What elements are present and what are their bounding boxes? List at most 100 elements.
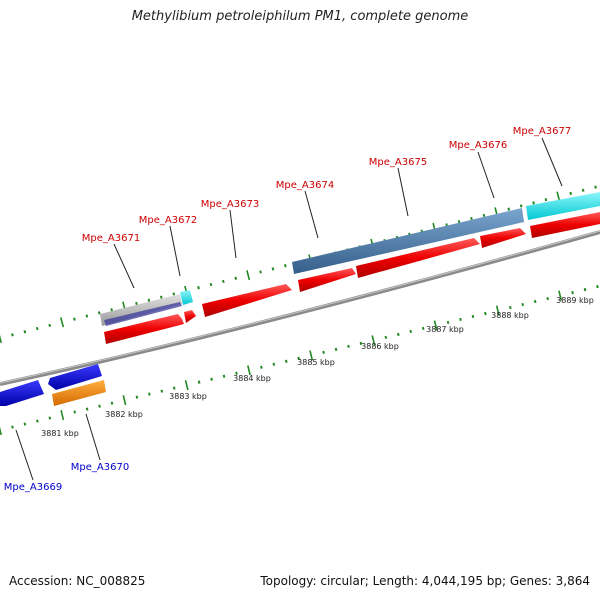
minor-tick xyxy=(23,330,27,334)
minor-tick xyxy=(97,311,101,315)
minor-tick xyxy=(334,347,338,351)
gene-label[interactable]: Mpe_A3677 xyxy=(513,126,571,137)
minor-tick xyxy=(596,285,599,289)
minor-tick xyxy=(594,185,597,189)
minor-tick xyxy=(272,362,276,366)
minor-tick xyxy=(544,198,548,202)
minor-tick xyxy=(359,341,363,345)
gene-feature-cyan[interactable] xyxy=(180,290,193,305)
minor-tick xyxy=(35,326,39,331)
major-tick xyxy=(371,335,376,346)
gene-block-orange[interactable] xyxy=(52,380,106,406)
leader-lines xyxy=(15,137,563,481)
minor-tick xyxy=(409,329,413,334)
gene-feature-navy[interactable] xyxy=(104,302,182,326)
minor-tick xyxy=(271,267,275,271)
minor-tick xyxy=(322,350,325,354)
gene-feature-steelblue[interactable] xyxy=(292,208,524,274)
kbp-label: 3886 kbp xyxy=(361,342,399,351)
minor-tick xyxy=(581,188,585,192)
minor-tick xyxy=(519,204,523,208)
minor-tick xyxy=(471,314,475,319)
backbone-highlight xyxy=(0,230,600,384)
gene-label[interactable]: Mpe_A3673 xyxy=(201,199,259,210)
gene-label[interactable]: Mpe_A3671 xyxy=(82,233,140,244)
genome-summary-text: Topology: circular; Length: 4,044,195 bp… xyxy=(260,574,590,588)
minor-tick xyxy=(235,371,238,375)
kbp-label: 3882 kbp xyxy=(105,410,143,419)
backbone-line xyxy=(0,230,600,386)
minor-tick xyxy=(484,311,487,316)
cds-arrow[interactable] xyxy=(202,284,292,317)
minor-tick xyxy=(98,404,101,408)
major-tick xyxy=(495,305,500,316)
minor-tick xyxy=(284,359,288,363)
minor-tick xyxy=(297,356,300,360)
minor-tick xyxy=(210,377,213,381)
gene-label[interactable]: Mpe_A3672 xyxy=(139,215,197,226)
gene-label[interactable]: Mpe_A3676 xyxy=(449,140,507,151)
minor-tick xyxy=(160,389,164,393)
minor-tick xyxy=(259,270,262,274)
minor-tick xyxy=(569,191,573,196)
kbp-label: 3887 kbp xyxy=(426,325,464,334)
minor-tick xyxy=(446,320,450,325)
cds-arrow[interactable] xyxy=(480,228,526,248)
gene-label[interactable]: Mpe_A3674 xyxy=(276,180,334,191)
gene-arrow-reverse[interactable] xyxy=(48,364,102,390)
minor-tick xyxy=(459,317,462,322)
minor-tick xyxy=(85,407,89,411)
minor-tick xyxy=(135,301,138,306)
cds-arrow[interactable] xyxy=(184,310,196,323)
gene-label[interactable]: Mpe_A3670 xyxy=(71,462,129,473)
minor-tick xyxy=(571,290,574,295)
minor-tick xyxy=(509,305,512,310)
major-tick xyxy=(309,350,314,361)
minor-tick xyxy=(48,323,51,328)
major-tick xyxy=(184,380,189,391)
cds-arrow[interactable] xyxy=(104,314,184,344)
minor-tick xyxy=(172,292,176,296)
major-tick xyxy=(0,334,2,343)
minor-tick xyxy=(135,395,139,399)
minor-tick xyxy=(533,299,537,304)
minor-tick xyxy=(532,201,535,205)
minor-tick xyxy=(234,276,238,280)
minor-tick xyxy=(521,302,525,307)
minor-tick xyxy=(583,287,587,292)
cds-arrow[interactable] xyxy=(356,238,480,278)
kbp-label: 3889 kbp xyxy=(556,296,594,305)
minor-tick xyxy=(197,380,201,384)
major-tick xyxy=(60,317,65,328)
minor-tick xyxy=(73,317,76,321)
kbp-label: 3881 kbp xyxy=(41,429,79,438)
minor-tick xyxy=(48,416,52,420)
gene-arrow-reverse[interactable] xyxy=(0,380,44,406)
cds-arrow[interactable] xyxy=(530,212,600,238)
gene-label[interactable]: Mpe_A3675 xyxy=(369,157,427,168)
minor-tick xyxy=(209,282,213,287)
major-tick xyxy=(558,290,563,301)
accession-text: Accession: NC_008825 xyxy=(9,574,146,588)
minor-tick xyxy=(160,295,163,299)
minor-tick xyxy=(147,298,151,302)
major-tick xyxy=(122,395,127,406)
minor-tick xyxy=(470,216,473,221)
gene-label[interactable]: Mpe_A3669 xyxy=(4,482,62,493)
minor-tick xyxy=(110,401,114,405)
lower-tick-track xyxy=(0,285,599,436)
minor-tick xyxy=(36,419,39,423)
minor-tick xyxy=(457,220,461,224)
kbp-label: 3884 kbp xyxy=(233,374,271,383)
kbp-label: 3885 kbp xyxy=(297,358,335,367)
minor-tick xyxy=(260,365,263,369)
minor-tick xyxy=(397,332,400,337)
gene-feature-cyan[interactable] xyxy=(526,192,600,220)
cds-arrow[interactable] xyxy=(298,268,356,292)
minor-tick xyxy=(284,264,287,268)
major-tick xyxy=(60,410,65,421)
minor-tick xyxy=(222,279,225,284)
minor-tick xyxy=(11,425,14,429)
minor-tick xyxy=(347,344,350,348)
major-tick xyxy=(433,320,438,331)
